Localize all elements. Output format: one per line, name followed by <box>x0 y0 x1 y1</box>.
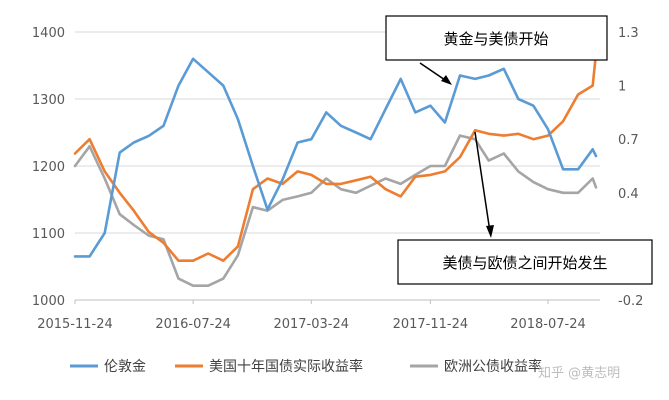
y-right-tick-label: 1 <box>618 80 626 95</box>
series-line-1 <box>73 57 598 258</box>
y-right-tick-label: 0.4 <box>618 187 639 202</box>
y-left-tick-label: 1000 <box>32 294 65 309</box>
y-left-tick-label: 1100 <box>32 227 65 242</box>
annotation-arrowhead <box>441 75 452 85</box>
y-right-tick-label: 0.7 <box>618 133 639 148</box>
annotation-gold-bond: 黄金与美债开始 <box>385 15 608 85</box>
annotation-text: 美债与欧债之间开始发生 <box>442 254 607 272</box>
y-right-tick-label: 1.3 <box>618 26 639 41</box>
annotation-box <box>397 239 653 285</box>
legend-label: 欧洲公债收益率 <box>444 358 542 375</box>
y-left-tick-label: 1300 <box>32 93 65 108</box>
x-tick-label: 2017-11-24 <box>393 317 469 332</box>
series-layer <box>73 52 598 288</box>
annotation-text: 黄金与美债开始 <box>443 30 548 48</box>
x-tick-label: 2017-03-24 <box>273 317 349 332</box>
annotation-arrowhead <box>486 225 494 238</box>
y-left-tick-label: 1200 <box>32 160 65 175</box>
legend-label: 伦敦金 <box>104 359 146 375</box>
x-tick-label: 2015-11-24 <box>37 317 113 332</box>
series-line-2 <box>73 52 598 263</box>
axes: 1000 1100 1200 1300 1400 -0.2 0.4 0.7 1 1.3 2015-1… <box>32 26 643 332</box>
legend: 伦敦金 美国十年国债实际收益率 欧洲公债收益率 <box>70 358 542 375</box>
x-tick-label: 2016-07-24 <box>155 317 231 332</box>
series-line-3 <box>73 134 598 288</box>
legend-label: 美国十年国债实际收益率 <box>209 358 363 375</box>
annotation-arrow <box>474 131 491 233</box>
x-tick-label: 2018-07-24 <box>510 317 586 332</box>
annotation-us-eu: 美债与欧债之间开始发生 <box>397 131 653 285</box>
annotation-box <box>385 15 608 61</box>
watermark: 知乎 @黄志明 <box>538 365 620 381</box>
y-left-tick-label: 1400 <box>32 26 65 41</box>
y-right-tick-label: -0.2 <box>618 294 643 309</box>
